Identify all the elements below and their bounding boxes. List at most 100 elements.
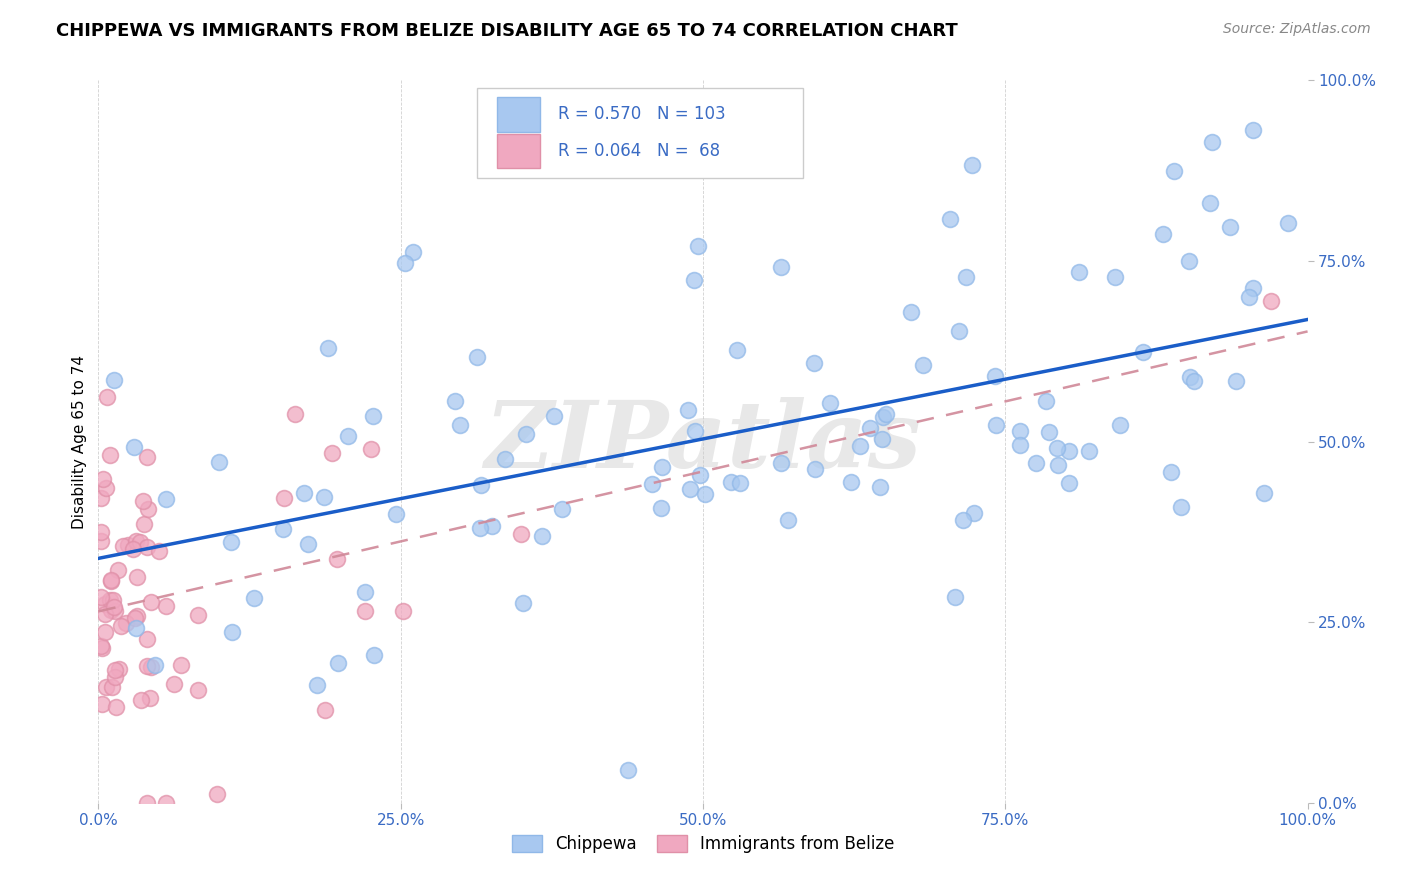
Point xyxy=(444,393,467,408)
Point xyxy=(1132,345,1154,359)
Point xyxy=(550,502,572,516)
Point xyxy=(90,698,112,712)
Point xyxy=(1059,475,1081,490)
Point xyxy=(1160,465,1182,479)
Point xyxy=(129,535,152,549)
Text: CHIPPEWA VS IMMIGRANTS FROM BELIZE DISABILITY AGE 65 TO 74 CORRELATION CHART: CHIPPEWA VS IMMIGRANTS FROM BELIZE DISAB… xyxy=(56,22,957,40)
Point xyxy=(640,477,662,491)
Point xyxy=(938,212,960,227)
Point xyxy=(803,356,825,370)
Point xyxy=(305,678,328,692)
Point xyxy=(90,525,112,540)
Point xyxy=(90,590,112,604)
Point xyxy=(1046,442,1069,456)
Point xyxy=(104,663,127,677)
Point xyxy=(124,610,146,624)
Point xyxy=(1038,425,1060,439)
Point xyxy=(1225,374,1247,388)
Point xyxy=(1025,456,1047,470)
Point xyxy=(134,516,156,531)
Point xyxy=(955,269,977,284)
Point xyxy=(136,632,159,646)
Point xyxy=(96,390,118,404)
Point xyxy=(394,256,416,270)
Point xyxy=(108,662,131,676)
Point xyxy=(139,690,162,705)
Point xyxy=(962,506,984,520)
Point xyxy=(221,625,243,640)
Point xyxy=(122,440,145,454)
Point xyxy=(1104,269,1126,284)
Point xyxy=(1182,375,1205,389)
Point xyxy=(803,461,825,475)
Point xyxy=(103,599,125,614)
Point xyxy=(848,439,870,453)
Point xyxy=(470,478,492,492)
Point xyxy=(148,544,170,558)
Point xyxy=(187,683,209,698)
Point xyxy=(859,421,882,435)
Point xyxy=(104,603,127,617)
Point xyxy=(360,442,382,456)
Point xyxy=(115,615,138,630)
FancyBboxPatch shape xyxy=(498,97,540,132)
Point xyxy=(187,607,209,622)
Point xyxy=(617,764,640,778)
Point xyxy=(273,491,295,505)
Point xyxy=(363,648,385,663)
Point xyxy=(122,541,145,556)
Point xyxy=(512,596,534,610)
Point xyxy=(1260,293,1282,308)
Point xyxy=(391,604,413,618)
Text: R = 0.570   N = 103: R = 0.570 N = 103 xyxy=(558,105,725,123)
Point xyxy=(103,373,125,387)
Point xyxy=(112,539,135,553)
Point xyxy=(125,622,148,636)
Point xyxy=(94,597,117,611)
Point xyxy=(1178,253,1201,268)
Point xyxy=(312,490,335,504)
Point xyxy=(90,533,112,548)
Point xyxy=(683,273,706,287)
Point xyxy=(650,500,672,515)
Point xyxy=(155,492,177,507)
Text: Source: ZipAtlas.com: Source: ZipAtlas.com xyxy=(1223,22,1371,37)
Point xyxy=(912,358,935,372)
Point xyxy=(100,574,122,589)
Point xyxy=(1201,135,1223,149)
Point xyxy=(136,450,159,465)
Point xyxy=(688,239,710,253)
Point xyxy=(139,660,162,674)
Point xyxy=(839,475,862,489)
Point xyxy=(1253,485,1275,500)
Point xyxy=(125,533,148,548)
Point xyxy=(693,487,716,501)
Point xyxy=(135,540,157,554)
Point xyxy=(683,424,706,438)
Point xyxy=(326,656,349,670)
Point xyxy=(770,456,793,470)
Point xyxy=(872,432,894,446)
Point xyxy=(143,658,166,673)
Point xyxy=(100,593,122,607)
Point xyxy=(1199,195,1222,210)
Point xyxy=(292,485,315,500)
Point xyxy=(155,796,177,810)
Point xyxy=(90,640,112,654)
Point xyxy=(136,501,159,516)
Point xyxy=(1069,265,1091,279)
Point xyxy=(952,513,974,527)
Point xyxy=(205,787,228,801)
Y-axis label: Disability Age 65 to 74: Disability Age 65 to 74 xyxy=(72,354,87,529)
Point xyxy=(90,491,112,505)
Point xyxy=(1046,458,1069,472)
Point xyxy=(1170,500,1192,514)
Point xyxy=(219,535,242,549)
Point xyxy=(243,591,266,605)
Point xyxy=(869,480,891,494)
Point xyxy=(107,563,129,577)
Point xyxy=(361,409,384,423)
Point xyxy=(984,369,1007,384)
Point xyxy=(101,680,124,694)
Point xyxy=(129,693,152,707)
